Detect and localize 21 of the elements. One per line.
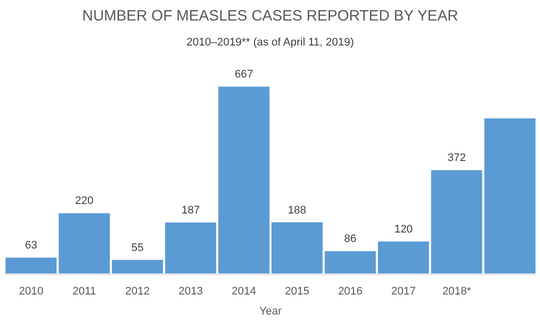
x-tick-label: 2016	[338, 286, 363, 298]
chart-title: NUMBER OF MEASLES CASES REPORTED BY YEAR	[82, 8, 458, 24]
x-tick-label: 2014	[232, 286, 256, 298]
chart-subtitle: 2010–2019** (as of April 11, 2019)	[186, 36, 354, 48]
data-label: 372	[448, 152, 466, 164]
data-label: 86	[344, 233, 356, 246]
data-label: 220	[75, 195, 94, 208]
x-tick-label: 2018*	[442, 286, 472, 298]
x-tick-label: 2015	[284, 286, 310, 298]
x-tick-label: 2013	[178, 286, 203, 298]
data-label: 667	[234, 68, 254, 81]
x-axis-title: Year	[259, 306, 282, 318]
x-tick-label: 2011	[72, 286, 96, 298]
data-label: 120	[394, 224, 413, 236]
x-tick-label: 2012	[125, 286, 150, 298]
data-label: 188	[288, 204, 306, 216]
data-label: 187	[182, 204, 200, 217]
data-label: 63	[24, 240, 38, 252]
data-label: 55	[131, 242, 144, 254]
x-tick-label: 2010	[18, 286, 44, 298]
x-tick-label: 2017	[391, 286, 416, 298]
